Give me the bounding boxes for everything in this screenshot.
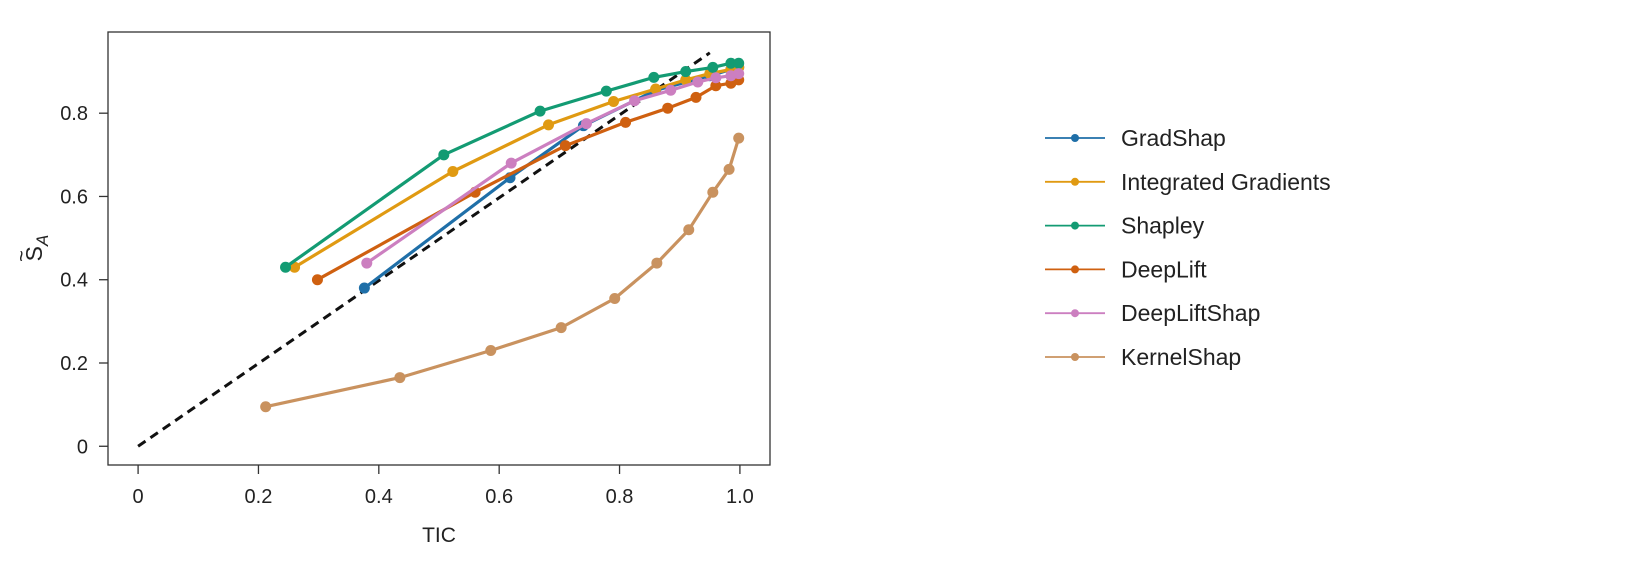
legend-marker: [1071, 134, 1079, 142]
data-point-deepliftshap: [580, 118, 592, 130]
x-tick-label: 0.2: [245, 486, 273, 508]
y-axis-title-tilde: ~: [11, 250, 33, 262]
legend-item-shapley: Shapley: [1045, 213, 1205, 239]
x-tick-label: 0.8: [606, 486, 634, 508]
series-layer: [260, 57, 745, 413]
legend-item-integrated-gradients: Integrated Gradients: [1045, 169, 1331, 195]
legend-item-deeplift: DeepLift: [1045, 256, 1207, 282]
data-point-kernelshap: [394, 372, 406, 384]
data-point-integrated-gradients: [650, 83, 662, 95]
data-point-shapley: [648, 71, 660, 83]
legend-item-deepliftshap: DeepLiftShap: [1045, 300, 1260, 326]
data-point-kernelshap: [485, 345, 497, 357]
data-point-deepliftshap: [665, 84, 677, 96]
series-line-deeplift: [316, 78, 740, 282]
legend-label: KernelShap: [1121, 344, 1241, 370]
x-tick-label: 0.6: [485, 486, 513, 508]
legend-label: Integrated Gradients: [1121, 169, 1331, 195]
data-point-deeplift: [690, 91, 702, 103]
x-tick-label: 1.0: [726, 486, 754, 508]
series-deeplift: [311, 74, 745, 286]
data-point-kernelshap: [723, 163, 735, 175]
axes: 0 0.2 0.4 0.6 0.8 1.0 0 0.2 0.4 0.6 0.8: [60, 103, 754, 508]
data-point-deepliftshap: [361, 257, 373, 269]
series-line-integrated-gradients: [293, 65, 740, 269]
y-axis-title-base: S: [21, 246, 47, 261]
series-kernelshap: [260, 132, 745, 413]
legend-item-kernelshap: KernelShap: [1045, 344, 1241, 370]
series-gradshap: [358, 61, 745, 294]
data-point-shapley: [680, 66, 692, 78]
svg-text:SA: SA: [21, 235, 52, 262]
data-point-deepliftshap: [505, 157, 517, 169]
plot-frame: [107, 31, 771, 466]
data-point-deepliftshap: [710, 72, 722, 84]
series-line-kernelshap: [265, 137, 741, 409]
series-shapley: [280, 57, 745, 273]
legend-marker: [1071, 309, 1079, 318]
y-tick-label: 0: [77, 436, 88, 458]
data-point-gradshap: [358, 282, 370, 294]
data-point-deepliftshap: [733, 68, 745, 80]
legend-label: DeepLiftShap: [1121, 300, 1260, 326]
data-point-shapley: [534, 105, 546, 117]
data-point-deeplift: [311, 274, 323, 286]
legend-label: DeepLift: [1121, 256, 1207, 282]
data-point-shapley: [733, 57, 745, 69]
plot-area: 0 0.2 0.4 0.6 0.8 1.0 0 0.2 0.4 0.6 0.8: [60, 31, 771, 508]
legend-label: Shapley: [1121, 213, 1205, 239]
data-point-kernelshap: [733, 132, 745, 144]
data-point-deepliftshap: [692, 76, 704, 88]
legend-item-gradshap: GradShap: [1045, 125, 1226, 151]
data-point-kernelshap: [683, 224, 695, 236]
legend: GradShap Integrated Gradients Shapley DeepL…: [1045, 125, 1331, 370]
data-point-deeplift: [662, 102, 674, 114]
legend-marker: [1071, 221, 1079, 230]
y-tick-label: 0.2: [60, 353, 88, 375]
y-tick-label: 0.8: [60, 103, 88, 125]
data-point-integrated-gradients: [543, 119, 555, 131]
data-point-integrated-gradients: [447, 165, 459, 177]
y-axis-title: SA ~: [11, 235, 52, 262]
data-point-deeplift: [559, 140, 571, 152]
data-point-integrated-gradients: [608, 96, 620, 108]
data-point-kernelshap: [260, 401, 272, 413]
legend-label: GradShap: [1121, 125, 1226, 151]
data-point-kernelshap: [707, 186, 719, 198]
data-point-kernelshap: [609, 292, 621, 304]
series-deepliftshap: [361, 68, 745, 269]
data-point-kernelshap: [555, 322, 567, 334]
x-tick-label: 0.4: [365, 486, 393, 508]
legend-marker: [1071, 177, 1079, 186]
y-tick-label: 0.6: [60, 186, 88, 208]
reference-diagonal-line: [137, 51, 711, 448]
legend-marker: [1071, 265, 1079, 274]
data-point-shapley: [707, 61, 719, 73]
data-point-shapley: [600, 85, 612, 97]
data-point-kernelshap: [651, 257, 663, 269]
data-point-deepliftshap: [629, 95, 641, 107]
legend-marker: [1071, 353, 1079, 361]
data-point-shapley: [725, 57, 737, 69]
x-tick-label: 0: [133, 486, 144, 508]
data-point-shapley: [438, 149, 450, 161]
data-point-deeplift: [620, 116, 632, 128]
data-point-shapley: [280, 261, 292, 273]
series-line-gradshap: [363, 65, 740, 290]
data-point-integrated-gradients: [680, 74, 692, 86]
y-axis-title-subscript: A: [33, 235, 52, 247]
data-point-deeplift: [710, 80, 722, 92]
y-tick-label: 0.4: [60, 270, 88, 292]
x-axis-title: TIC: [422, 524, 456, 547]
